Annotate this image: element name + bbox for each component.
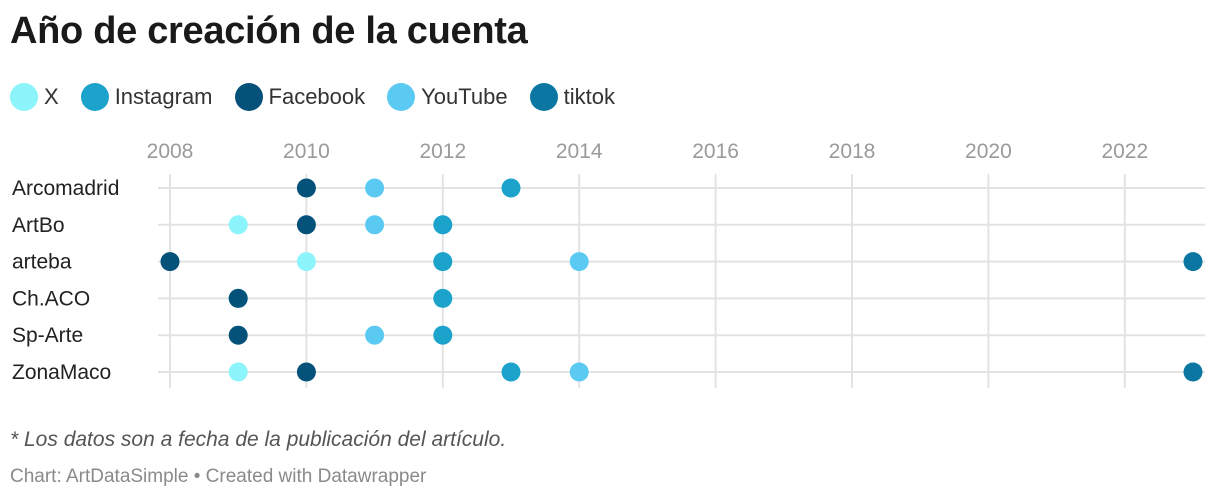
row-label: ZonaMaco: [12, 361, 111, 384]
dot-youtube-arcomadrid: [365, 178, 385, 198]
legend-item-facebook: Facebook: [234, 83, 366, 111]
dot-x-arteba: [296, 252, 316, 272]
x-tick-label: 2022: [1101, 140, 1148, 163]
row-label: Ch.ACO: [12, 287, 90, 310]
legend-item-instagram: Instagram: [80, 83, 213, 111]
legend-swatch-tiktok: [529, 83, 558, 111]
dot-youtube-artbo: [365, 215, 385, 235]
dot-facebook-ch-aco: [228, 288, 248, 308]
row-label: Arcomadrid: [12, 177, 119, 200]
x-tick-label: 2018: [829, 140, 876, 163]
legend-swatch-instagram: [80, 83, 109, 111]
legend-item-tiktok: tiktok: [529, 83, 615, 111]
row-label: Sp-Arte: [12, 324, 83, 347]
x-tick-label: 2010: [283, 140, 330, 163]
x-tick-label: 2012: [419, 140, 466, 163]
x-tick-label: 2016: [692, 140, 739, 163]
dot-youtube-sp-arte: [365, 325, 385, 345]
row-label: arteba: [12, 251, 72, 274]
row-label: ArtBo: [12, 214, 65, 237]
legend-swatch-youtube: [387, 83, 416, 111]
dot-facebook-zonamaco: [296, 362, 316, 382]
dot-instagram-ch-aco: [433, 288, 453, 308]
dot-plot: 2008 2010 2012 2014 2016 2018 2020 2022 Arcomadr…: [12, 140, 1205, 388]
legend-item-x: X: [10, 83, 59, 111]
dot-instagram-sp-arte: [433, 325, 453, 345]
dot-x-artbo: [228, 215, 248, 235]
legend-item-youtube: YouTube: [387, 83, 508, 111]
dot-x-zonamaco: [228, 362, 248, 382]
dot-instagram-arteba: [433, 252, 453, 272]
dot-youtube-arteba: [569, 252, 589, 272]
legend-label-tiktok: tiktok: [563, 84, 615, 109]
dot-facebook-arteba: [160, 252, 180, 272]
dot-tiktok-arteba: [1183, 252, 1203, 272]
legend-swatch-facebook: [234, 83, 263, 111]
dot-instagram-arcomadrid: [501, 178, 521, 198]
x-tick-label: 2014: [556, 140, 603, 163]
dot-facebook-sp-arte: [228, 325, 248, 345]
dot-tiktok-zonamaco: [1183, 362, 1203, 382]
dot-youtube-zonamaco: [569, 362, 589, 382]
legend: X Instagram Facebook YouTube tiktok: [10, 80, 637, 114]
dot-instagram-zonamaco: [501, 362, 521, 382]
legend-label-facebook: Facebook: [268, 84, 366, 109]
legend-swatch-x: [10, 83, 38, 111]
legend-label-x: X: [44, 84, 59, 109]
x-tick-label: 2008: [147, 140, 194, 163]
chart-credit: Chart: ArtDataSimple • Created with Data…: [10, 466, 427, 487]
dot-facebook-arcomadrid: [296, 178, 316, 198]
x-tick-label: 2020: [965, 140, 1012, 163]
dot-instagram-artbo: [433, 215, 453, 235]
footnote: * Los datos son a fecha de la publicació…: [10, 428, 507, 451]
legend-label-youtube: YouTube: [421, 84, 508, 109]
dot-facebook-artbo: [296, 215, 316, 235]
chart-title: Año de creación de la cuenta: [10, 10, 528, 52]
legend-label-instagram: Instagram: [114, 84, 213, 109]
